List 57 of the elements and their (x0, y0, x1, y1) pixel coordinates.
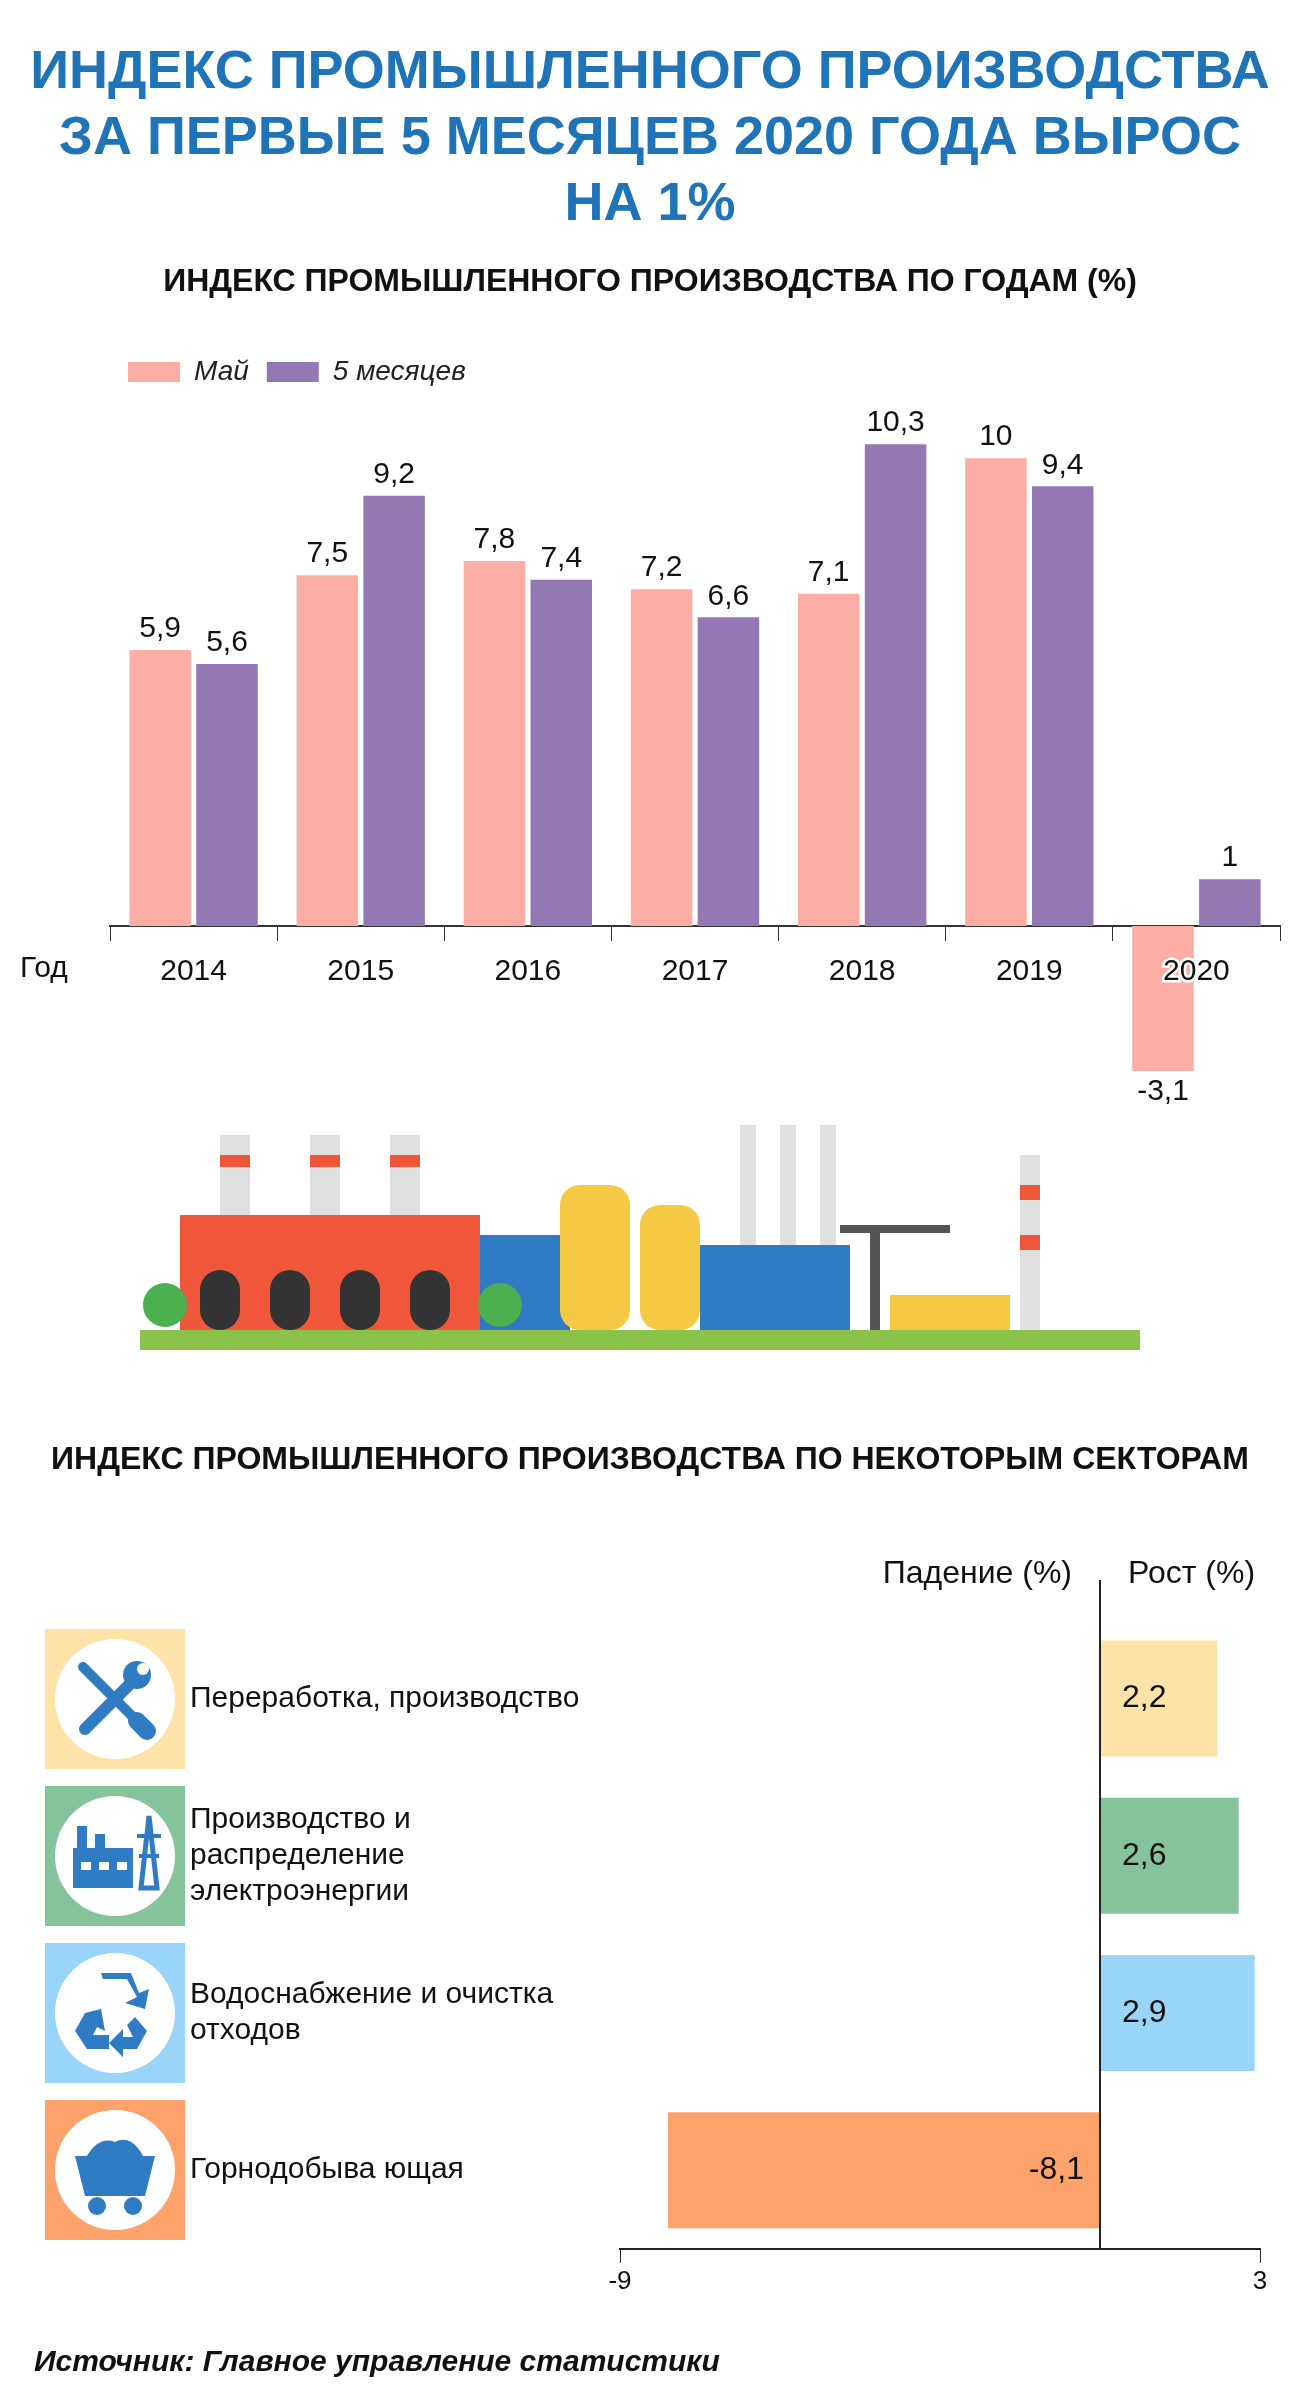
bar (296, 575, 359, 926)
data-label: 9,2 (373, 455, 415, 489)
x-tick-label: -9 (608, 2264, 632, 2295)
data-label: 1 (1221, 839, 1239, 873)
bar (530, 579, 593, 926)
legend-label: 5 месяцев (332, 354, 466, 386)
data-label: 7,4 (540, 540, 583, 574)
data-label: 2,2 (1122, 1678, 1167, 1715)
text: Источник: Главное управление статистики (34, 2344, 720, 2378)
bar (864, 444, 927, 926)
data-label: 6,6 (707, 577, 750, 611)
y-tick-label: Водоснабжение и очистка отходов (190, 1976, 554, 2046)
data-label: 9,4 (1041, 446, 1084, 480)
bar (630, 589, 693, 926)
data-label: 7,2 (640, 549, 683, 583)
y-tick-label: Горнодобыва ющая (190, 2151, 464, 2185)
bar (965, 458, 1027, 926)
bar (797, 593, 860, 926)
x-axis-title: Год (20, 950, 68, 984)
x-tick-label: 2019 (995, 953, 1063, 987)
x-tick-label: 2020 (1163, 953, 1230, 987)
data-label: 2,9 (1122, 1992, 1167, 2029)
x-tick-label: 2015 (327, 953, 395, 987)
chart-subtitle: ИНДЕКС ПРОМЫШЛЕННОГО ПРОИЗВОДСТВА ПО ГОДАМ (%) (162, 262, 1138, 299)
data-label: 5,6 (206, 624, 248, 658)
chart-title: ИНДЕКС ПРОМЫШЛЕННОГО ПРОИЗВОДСТВА ПО НЕКОТОРЫМ СЕКТОРАМ (50, 1440, 1250, 1477)
y-tick-label: Переработка, производство (190, 1679, 580, 1713)
bar (129, 650, 191, 926)
bar (697, 617, 760, 926)
data-label: 10 (979, 418, 1013, 452)
data-label: -8,1 (1028, 2150, 1084, 2187)
data-label: 7,5 (306, 535, 349, 569)
bar (196, 664, 258, 926)
x-tick-label: 2017 (661, 953, 729, 987)
bar (1100, 1954, 1255, 2072)
bar (1100, 1797, 1239, 1914)
bar (1100, 1640, 1218, 1757)
bar (1199, 879, 1261, 926)
data-label: 7,8 (473, 521, 516, 555)
data-label: -3,1 (1137, 1073, 1189, 1107)
bar (1031, 486, 1094, 926)
annotation: Падение (%) (882, 1553, 1072, 1590)
legend-label: Май (194, 354, 250, 386)
x-tick-label: 3 (1252, 2264, 1268, 2295)
data-label: 10,3 (866, 404, 925, 438)
data-label: 5,9 (139, 610, 181, 644)
data-label: 7,1 (807, 554, 850, 588)
chart-title: ИНДЕКС ПРОМЫШЛЕННОГО ПРОИЗВОДСТВА ЗА ПЕРВЫЕ 5 МЕСЯЦЕВ 2020 ГОДА ВЫРОС НА 1% (30, 38, 1270, 233)
y-tick-label: Производство и распределение электроэнергии (190, 1801, 411, 1907)
x-tick-label: 2016 (494, 953, 562, 987)
x-tick-label: 2018 (828, 953, 896, 987)
bar (668, 2112, 1100, 2229)
x-tick-label: 2014 (160, 953, 227, 987)
bar (463, 561, 526, 926)
annotation: Рост (%) (1128, 1553, 1256, 1590)
bar (363, 495, 425, 926)
data-label: 2,6 (1122, 1835, 1167, 1872)
